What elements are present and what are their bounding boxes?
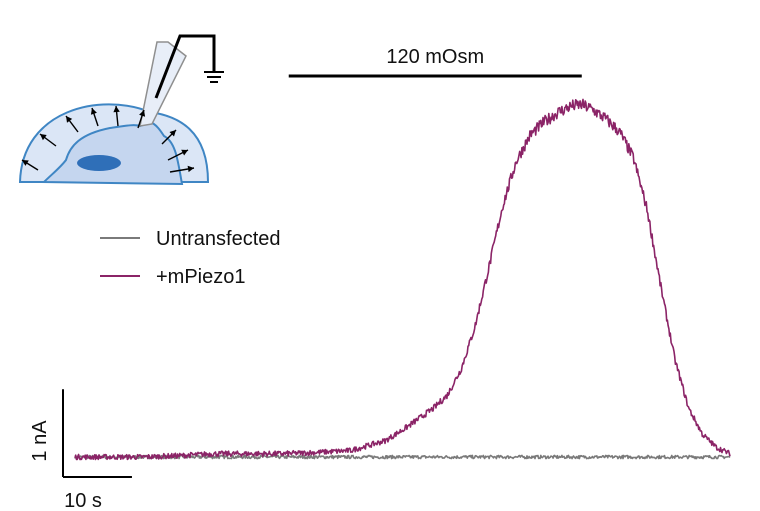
legend: Untransfected +mPiezo1 xyxy=(100,228,281,288)
scale-bar: 1 nA 10 s xyxy=(29,389,132,511)
swelling-arrowhead-3 xyxy=(90,108,97,115)
swelling-arrowhead-1 xyxy=(40,134,47,141)
swelling-arrowhead-5 xyxy=(139,110,146,117)
swelling-arrowhead-0 xyxy=(22,160,29,166)
legend-label-mpiezo1: +mPiezo1 xyxy=(156,266,246,288)
scale-bar-current-label: 1 nA xyxy=(29,420,51,462)
cell-body xyxy=(41,120,184,186)
swelling-arrowhead-7 xyxy=(181,149,188,156)
trace-mpiezo1 xyxy=(74,98,731,461)
electrode-wire xyxy=(154,34,216,99)
swelling-arrowhead-2 xyxy=(66,116,73,123)
swelling-arrowhead-4 xyxy=(113,106,120,113)
swelling-arrowhead-8 xyxy=(187,165,194,173)
ground-icon xyxy=(204,71,224,83)
nucleus-shape xyxy=(77,155,121,171)
scale-bar-time-label: 10 s xyxy=(64,490,102,511)
patch-clamp-swelling-cell-icon xyxy=(18,34,224,186)
swelling-arrowhead-6 xyxy=(169,130,176,137)
stimulus-label: 120 mOsm xyxy=(386,46,484,68)
legend-label-untransfected: Untransfected xyxy=(156,228,281,250)
swelling-arrows xyxy=(21,105,195,173)
